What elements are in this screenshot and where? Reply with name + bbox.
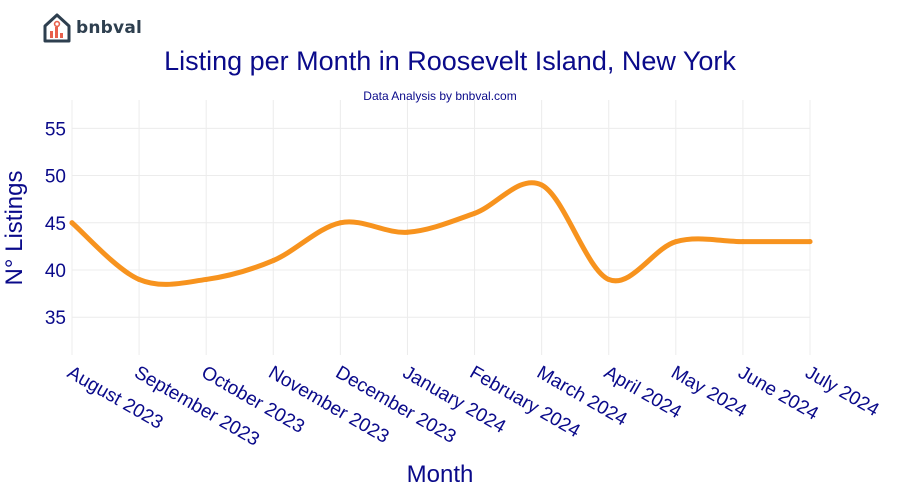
series-group [69,180,813,287]
x-axis-label: Month [407,461,474,488]
y-tick-label: 55 [45,119,66,140]
data-point [404,229,410,235]
data-point [337,220,343,226]
data-point [136,276,142,282]
series-line [69,180,813,287]
chart-title: Listing per Month in Roosevelt Island, N… [164,46,736,76]
data-point [203,276,209,282]
data-point [606,276,612,282]
y-tick-label: 40 [45,261,66,282]
brand-logo: bnbval [42,12,142,44]
y-axis-ticks: 35 40 45 50 55 [45,119,66,329]
chart-grid [71,100,811,355]
data-point [472,210,478,216]
house-chart-icon [43,13,71,43]
y-axis-label: N° Listings [1,171,28,286]
y-tick-label: 50 [45,167,66,188]
data-point [807,239,813,245]
data-point [539,182,545,188]
y-tick-label: 45 [45,214,66,235]
data-point [673,239,679,245]
y-tick-label: 35 [45,308,66,329]
data-point [740,239,746,245]
data-point [69,220,75,226]
data-point [270,258,276,264]
chart-subtitle: Data Analysis by bnbval.com [363,89,516,103]
brand-name: bnbval [76,18,143,38]
